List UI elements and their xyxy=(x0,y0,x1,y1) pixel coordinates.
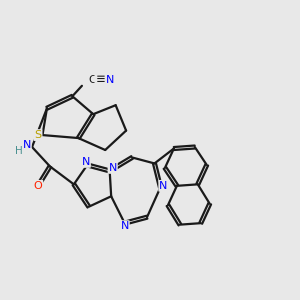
Text: N: N xyxy=(22,140,31,150)
Text: H: H xyxy=(15,146,22,156)
Text: N: N xyxy=(106,75,114,85)
Text: N: N xyxy=(159,181,168,191)
Text: O: O xyxy=(34,181,42,191)
Text: N: N xyxy=(120,221,129,231)
Text: S: S xyxy=(34,130,42,140)
Text: N: N xyxy=(109,163,117,173)
Text: ≡: ≡ xyxy=(95,73,106,86)
Text: C: C xyxy=(88,75,96,85)
Text: N: N xyxy=(82,157,90,167)
